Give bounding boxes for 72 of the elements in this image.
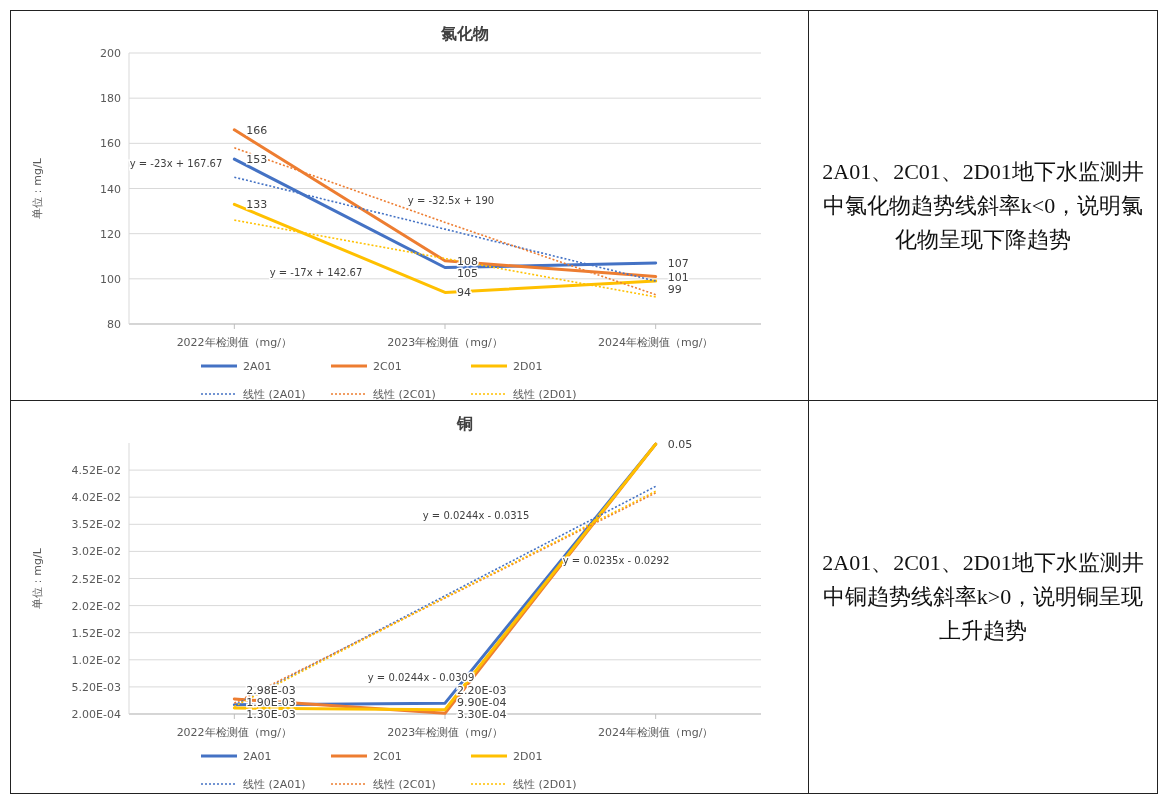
y-tick-label: 2.02E-02: [71, 599, 121, 613]
legend-item: 2C01: [331, 360, 402, 373]
x-tick-label: 2022年检测值（mg/）: [176, 336, 293, 349]
y-tick-label: 140: [100, 182, 121, 196]
legend-label: 2C01: [373, 360, 402, 373]
legend-label: 线性 (2A01): [243, 778, 306, 791]
y-tick-label: 2.52E-02: [71, 572, 121, 586]
data-label: 1.30E-03: [246, 708, 296, 721]
data-label: 105: [457, 266, 478, 280]
y-tick-label: 200: [100, 47, 121, 60]
legend-item: 线性 (2A01): [200, 388, 306, 401]
annotation: y = 0.0235x - 0.0292: [562, 555, 670, 566]
legend-item: 2D01: [471, 750, 543, 763]
x-tick-label: 2023年检测值（mg/）: [387, 726, 503, 739]
data-label: 108: [457, 254, 478, 268]
x-tick-label: 2024年检测值（mg/）: [597, 726, 714, 739]
y-tick-label: 80: [107, 318, 121, 331]
y-tick-label: 4.02E-02: [71, 491, 121, 505]
y-axis-title: 单位：mg/L: [31, 547, 44, 609]
legend-item: 2C01: [331, 750, 402, 763]
data-label: 99: [667, 282, 682, 296]
annotation: y = -23x + 167.67: [129, 158, 223, 169]
chart-title: 氯化物: [440, 24, 489, 43]
legend-item: 线性 (2C01): [330, 388, 436, 401]
legend-item: 2A01: [201, 360, 272, 373]
y-tick-label: 100: [100, 272, 121, 286]
legend-label: 2A01: [243, 750, 272, 763]
y-axis-title: 单位：mg/L: [31, 157, 44, 219]
data-label: 94: [457, 286, 471, 300]
annotation: y = -32.5x + 190: [407, 195, 495, 206]
data-label: 133: [246, 198, 268, 212]
data-label: 166: [246, 123, 268, 137]
data-label: 107: [667, 257, 689, 271]
y-tick-label: 3.02E-02: [71, 545, 121, 559]
legend-label: 线性 (2D01): [513, 388, 577, 401]
y-tick-label: 2.00E-04: [71, 708, 121, 721]
y-tick-label: 1.52E-02: [71, 626, 121, 640]
legend-item: 2D01: [471, 360, 543, 373]
data-label: 0.05: [667, 438, 693, 452]
data-label: 1.90E-03: [246, 696, 296, 709]
data-label: 9.90E-04: [457, 696, 507, 709]
x-tick-label: 2024年检测值（mg/）: [597, 336, 714, 349]
legend-item: 线性 (2C01): [330, 778, 436, 791]
legend-label: 线性 (2C01): [373, 388, 436, 401]
annotation: y = -17x + 142.67: [269, 267, 363, 278]
data-label: 153: [246, 153, 268, 167]
legend-label: 2A01: [243, 360, 272, 373]
y-tick-label: 120: [100, 227, 121, 241]
y-tick-label: 180: [100, 92, 121, 106]
y-tick-label: 1.02E-02: [71, 653, 121, 667]
legend-label: 2D01: [513, 750, 543, 763]
y-tick-label: 5.20E-03: [71, 680, 121, 694]
legend-item: 线性 (2A01): [200, 778, 306, 791]
legend-item: 2A01: [201, 750, 272, 763]
y-tick-label: 4.52E-02: [71, 464, 121, 478]
y-tick-label: 3.52E-02: [71, 518, 121, 532]
text: 2A01、2C01、2D01地下水监测井中氯化物趋势线斜率k<0，说明氯化物呈现下降趋势: [821, 157, 1145, 254]
legend-item: 线性 (2D01): [470, 388, 577, 401]
x-tick-label: 2023年检测值（mg/）: [387, 336, 503, 349]
legend-item: 线性 (2D01): [470, 778, 577, 791]
legend-label: 线性 (2A01): [243, 388, 306, 401]
data-label: 3.30E-04: [457, 708, 507, 721]
chart-title: 铜: [456, 414, 473, 433]
legend-label: 2D01: [513, 360, 543, 373]
annotation: y = 0.0244x - 0.0315: [422, 510, 530, 521]
legend-label: 线性 (2D01): [513, 778, 577, 791]
legend-label: 线性 (2C01): [373, 778, 436, 791]
data-label: 101: [667, 270, 689, 284]
x-tick-label: 2022年检测值（mg/）: [176, 726, 293, 739]
text: 2A01、2C01、2D01地下水监测井中铜趋势线斜率k>0，说明铜呈现上升趋势: [821, 549, 1145, 645]
y-tick-label: 160: [100, 137, 121, 151]
legend-label: 2C01: [373, 750, 402, 763]
